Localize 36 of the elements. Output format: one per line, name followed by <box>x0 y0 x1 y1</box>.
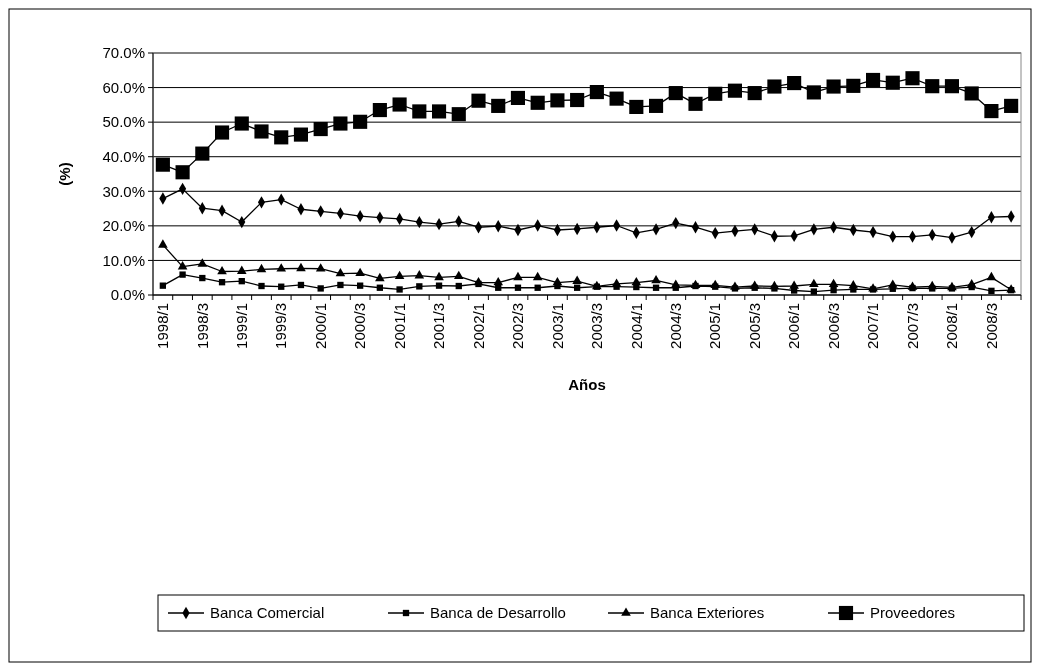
x-tick-label: 2007/1 <box>864 303 882 349</box>
x-tick-label: 2008/1 <box>943 303 961 349</box>
x-tick-label: 2007/3 <box>903 303 921 349</box>
x-tick-label: 2002/3 <box>509 303 527 349</box>
y-tick-label: 10.0% <box>102 251 145 269</box>
y-tick-label: 70.0% <box>102 44 145 62</box>
x-tick-label: 2001/1 <box>390 303 408 349</box>
x-tick-label: 2008/3 <box>982 303 1000 349</box>
x-tick-label: 1998/1 <box>154 303 172 349</box>
x-tick-label: 2006/1 <box>785 303 803 349</box>
legend-label: Banca Comercial <box>210 604 325 622</box>
x-tick-label: 2003/3 <box>588 303 606 349</box>
x-tick-label: 2000/1 <box>311 303 329 349</box>
y-axis-title: (%) <box>56 162 73 186</box>
x-tick-label: 2005/3 <box>745 303 763 349</box>
legend-label: Banca de Desarrollo <box>430 604 566 622</box>
x-tick-label: 1999/1 <box>233 303 251 349</box>
x-axis-title: Años <box>568 376 606 393</box>
y-tick-label: 60.0% <box>102 78 145 96</box>
x-tick-label: 2000/3 <box>351 303 369 349</box>
y-tick-label: 30.0% <box>102 182 145 200</box>
x-tick-label: 2004/3 <box>667 303 685 349</box>
x-tick-label: 2003/1 <box>548 303 566 349</box>
x-tick-label: 2001/3 <box>430 303 448 349</box>
y-tick-label: 40.0% <box>102 147 145 165</box>
x-tick-label: 2004/1 <box>627 303 645 349</box>
x-tick-label: 1999/3 <box>272 303 290 349</box>
y-tick-label: 50.0% <box>102 113 145 131</box>
y-tick-label: 0.0% <box>110 286 145 304</box>
legend-label: Proveedores <box>870 604 956 622</box>
x-tick-label: 2002/1 <box>469 303 487 349</box>
y-tick-label: 20.0% <box>102 217 145 235</box>
legend-label: Banca Exteriores <box>650 604 765 622</box>
x-tick-label: 2005/1 <box>706 303 724 349</box>
x-tick-label: 1998/3 <box>193 303 211 349</box>
x-tick-label: 2006/3 <box>824 303 842 349</box>
